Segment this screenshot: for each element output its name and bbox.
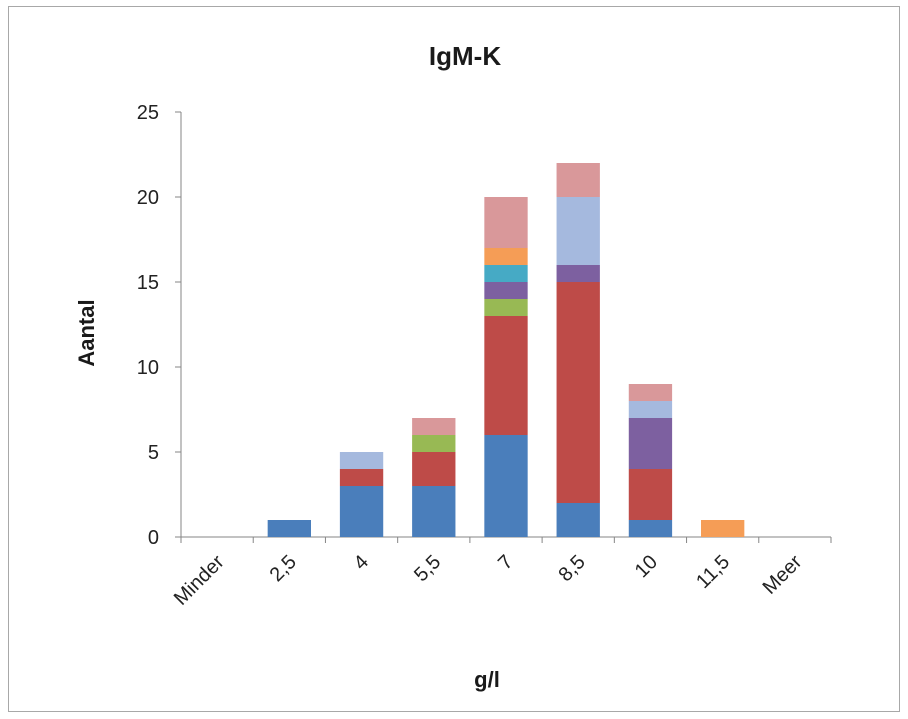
bar-segment [701,520,745,537]
y-axis-title: Aantal [74,299,99,366]
bar-segment [484,435,528,537]
bar-segment [628,469,673,520]
bar-segment [339,469,384,486]
bar-segment [339,452,384,469]
bar-segment [412,486,456,537]
bar-segment [339,486,384,537]
bar-segment [556,282,600,503]
x-tick-label: 5,5 [410,551,445,586]
bar-segment [412,418,456,435]
y-tick-label: 20 [137,187,159,209]
bar-segment [267,520,311,537]
y-tick-label: 0 [148,527,159,549]
bar-segment [556,265,600,282]
x-tick-label: 7 [494,551,517,574]
y-tick-label: 25 [137,102,159,124]
bar-segment [628,401,673,418]
bar-segment [628,418,673,469]
bar-segment [484,316,528,435]
bar-segment [484,299,528,316]
chart-frame: IgM-K Aantal g/l 0 5 10 15 20 25 Minder 2,5 4 5,5… [8,6,900,712]
chart-svg: IgM-K Aantal g/l 0 5 10 15 20 25 Minder 2,5 4 5,5… [74,41,832,692]
bar-segment [484,248,528,265]
x-tick-label: 11,5 [692,551,734,593]
y-tick-label: 5 [148,442,159,464]
y-tick-label: 15 [137,272,159,294]
x-tick-label: 4 [350,551,373,574]
x-tick-label: Meer [759,551,807,599]
x-tick-label: 8,5 [555,551,590,586]
chart-title: IgM-K [429,41,501,71]
bar-segment [556,197,600,265]
bar-segment [484,197,528,248]
x-tick-label: Minder [170,551,229,610]
bar-segment [484,282,528,299]
bar-segment [628,520,673,537]
bar-segment [556,503,600,537]
y-tick-label: 10 [137,357,159,379]
bar-segment [412,452,456,486]
bar-segment [484,265,528,282]
x-axis-title: g/l [474,667,500,692]
plot-area: 0 5 10 15 20 25 Minder 2,5 4 5,5 7 8,5 10 11,5 Meer [137,102,832,610]
bar-segment [628,384,673,401]
bar-segment [412,435,456,452]
x-tick-label: 2,5 [266,551,301,586]
x-tick-label: 10 [631,551,662,582]
bar-segment [556,163,600,197]
